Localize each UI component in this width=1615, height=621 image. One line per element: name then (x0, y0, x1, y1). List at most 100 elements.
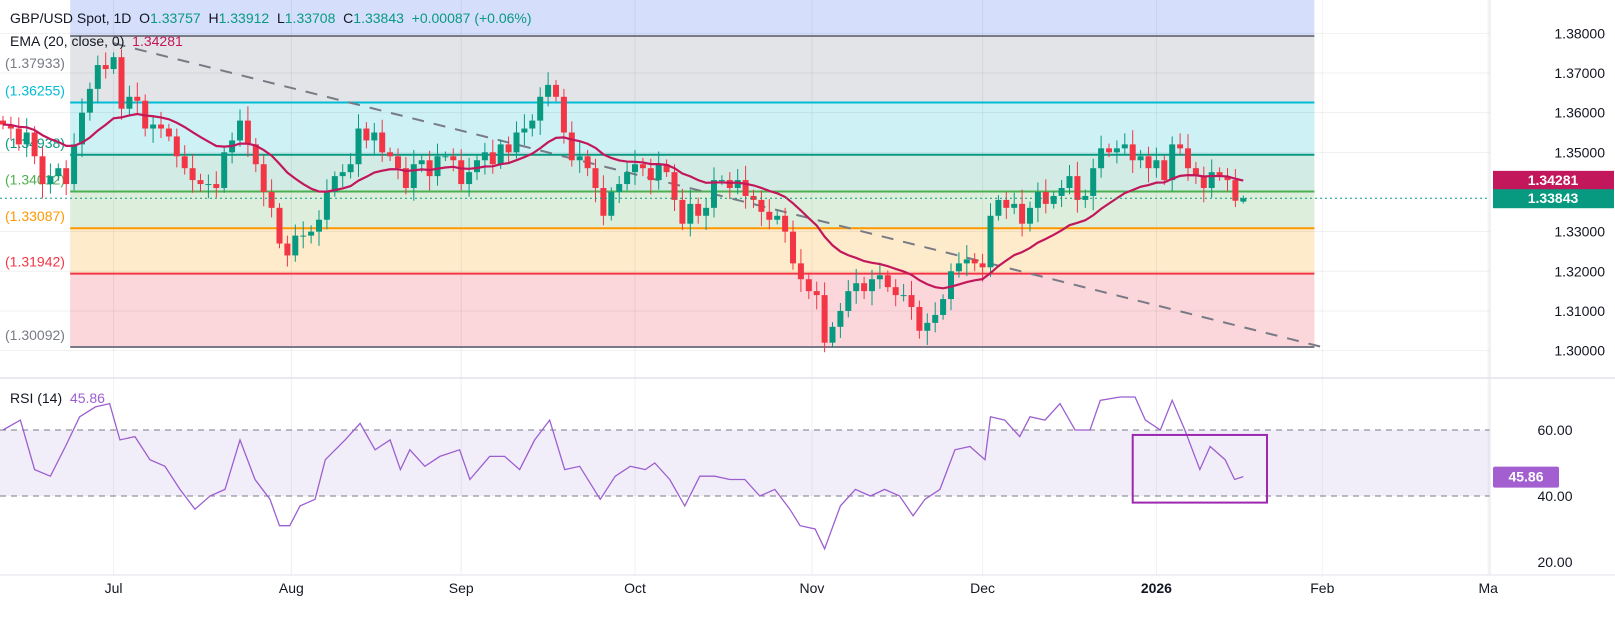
candle-body (513, 132, 520, 153)
candle-body (94, 65, 101, 89)
trendline[interactable] (113, 42, 1323, 349)
candle-body (1208, 172, 1215, 189)
candle-body (639, 164, 646, 169)
high-value: 1.33912 (218, 10, 270, 26)
candle-body (876, 275, 883, 280)
candle-body (568, 132, 575, 161)
time-tick-label: Feb (1310, 580, 1334, 596)
rsi-legend[interactable]: RSI (14) 45.86 (10, 390, 105, 406)
candle-body (592, 168, 599, 189)
time-tick-label: Sep (449, 580, 474, 596)
trendline-segment (113, 42, 1323, 349)
candle-body (260, 164, 267, 192)
time-tick-label: Dec (970, 580, 995, 596)
candle-body (213, 184, 220, 189)
candle-body (181, 156, 188, 169)
candle-body (782, 215, 789, 232)
fib-band (70, 102, 1315, 155)
close-value: 1.33843 (353, 10, 404, 26)
candle-body (900, 295, 907, 297)
candle-body (426, 160, 433, 177)
candle-body (1153, 160, 1160, 169)
ema-value: 1.34281 (132, 33, 183, 49)
last-price-badge-text: 1.33843 (1528, 190, 1579, 206)
candle-body (205, 184, 212, 186)
candle-body (545, 84, 552, 97)
candle-body (1192, 168, 1199, 177)
price-tick-label: 1.30000 (1554, 343, 1605, 359)
candle-body (158, 124, 164, 129)
candle-body (529, 120, 536, 129)
candle-body (126, 96, 133, 109)
fib-level-label: (1.31942) (5, 254, 65, 270)
candle-body (1011, 203, 1018, 208)
symbol-legend: GBP/USD Spot, 1D O1.33757 H1.33912 L1.33… (10, 10, 532, 26)
candle-body (805, 279, 812, 292)
fib-bands (70, 0, 1315, 347)
candle-body (750, 195, 757, 200)
candle-body (821, 295, 828, 343)
candle-body (1169, 144, 1176, 181)
candle-body (718, 180, 725, 182)
candle-body (1232, 180, 1239, 201)
candle-body (521, 128, 528, 133)
candle-body (963, 259, 970, 264)
rsi-tick-label: 60.00 (1537, 422, 1572, 438)
candle-body (766, 211, 773, 220)
chart-canvas[interactable]: (1.37933)(1.36255)(1.34938)(1.34012)(1.3… (0, 0, 1615, 600)
candle-body (829, 326, 836, 343)
candle-body (284, 243, 291, 256)
candle-body (1019, 203, 1026, 224)
ema-legend[interactable]: EMA (20, close, 0) 1.34281 (10, 33, 183, 49)
candle-body (7, 124, 14, 129)
candle-body (371, 132, 378, 141)
candle-body (616, 184, 623, 192)
candle-body (1145, 156, 1152, 169)
candle-body (845, 291, 852, 311)
price-tick-label: 1.33000 (1554, 224, 1605, 240)
candle-body (379, 132, 386, 153)
candle-body (663, 164, 670, 173)
candle-body (861, 283, 868, 292)
candle-body (71, 144, 78, 185)
fib-band (70, 228, 1315, 274)
candle-body (1224, 176, 1231, 181)
candle-body (118, 57, 125, 109)
candle-body (316, 219, 322, 232)
candle-body (458, 160, 465, 185)
candle-body (774, 215, 781, 220)
candle-body (932, 314, 939, 323)
candle-body (252, 144, 259, 165)
candles (0, 49, 1247, 353)
candle-body (1066, 176, 1073, 189)
rsi-line (2, 396, 1244, 551)
rsi-value: 45.86 (69, 390, 105, 406)
candle-body (1200, 176, 1207, 189)
symbol-title[interactable]: GBP/USD Spot, 1D (10, 10, 132, 26)
candle-body (1161, 160, 1168, 181)
candle-body (1050, 195, 1057, 204)
candle-body (655, 164, 662, 181)
candle-body (418, 160, 425, 165)
candle-body (173, 136, 180, 157)
candle-body (355, 128, 362, 165)
candle-body (1113, 148, 1120, 153)
candle-body (339, 172, 346, 177)
candle-body (331, 176, 338, 192)
candle-body (434, 156, 441, 177)
time-tick-label: 2026 (1141, 580, 1172, 596)
candle-body (387, 152, 394, 157)
candle-body (55, 168, 62, 177)
candle-body (1003, 199, 1010, 208)
candle-body (940, 299, 947, 315)
candle-body (1027, 207, 1033, 224)
price-tick-label: 1.35000 (1554, 144, 1605, 160)
candle-body (624, 172, 631, 185)
time-tick-label: Jul (105, 580, 123, 596)
candle-body (150, 124, 157, 129)
ema-label: EMA (20, close, 0) (10, 33, 125, 49)
candle-body (1185, 148, 1191, 169)
candle-body (39, 156, 46, 185)
fib-band (70, 273, 1315, 347)
candle-body (23, 132, 30, 145)
